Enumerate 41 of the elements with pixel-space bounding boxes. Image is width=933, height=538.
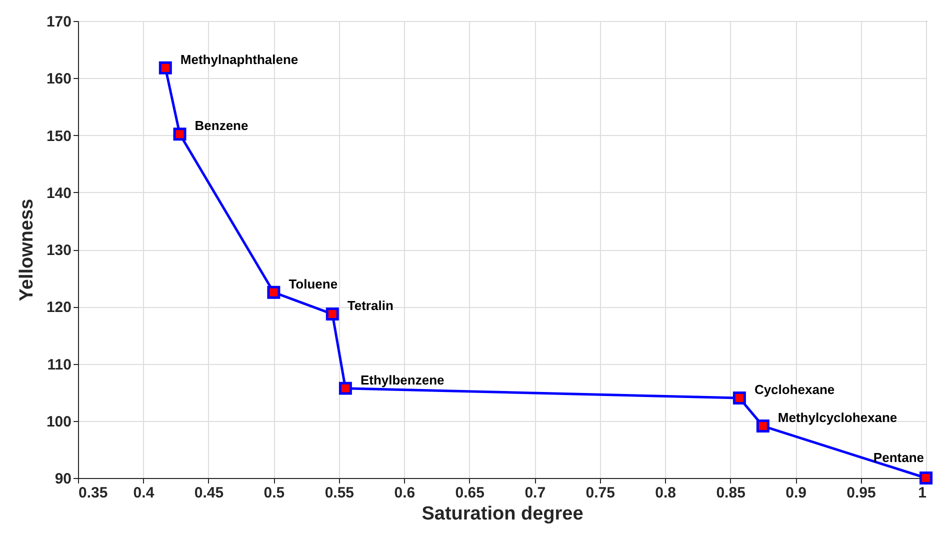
- annotation: Methylnaphthalene: [180, 52, 298, 67]
- x-tick-label: 0.75: [586, 484, 615, 502]
- y-axis-title: Yellowness: [16, 198, 38, 302]
- x-tick-label: 0.5: [264, 484, 285, 502]
- point: [920, 472, 932, 484]
- point: [326, 308, 339, 321]
- y-tick-label: 140: [46, 184, 72, 202]
- point: [732, 392, 746, 405]
- point: [267, 286, 280, 299]
- point: [158, 61, 172, 74]
- y-tick-label: 130: [46, 242, 72, 259]
- x-tick-label: 0.7: [524, 484, 546, 502]
- x-tick-label: 0.55: [324, 484, 354, 502]
- y-tick-label: 150: [46, 128, 72, 145]
- x-tick-label: 0.6: [394, 484, 416, 502]
- y-tick-label: 100: [46, 413, 72, 430]
- annotation: Cyclohexane: [754, 382, 835, 398]
- y-tick-label: 110: [47, 356, 72, 374]
- annotation: Toluene: [288, 276, 338, 292]
- annotation: Methylcyclohexane: [778, 410, 898, 426]
- y-tick-label: 170: [46, 14, 72, 30]
- x-tick-label: 0.65: [455, 484, 484, 502]
- y-tick-label: 160: [46, 70, 72, 88]
- y-tick-label: 120: [46, 299, 72, 316]
- annotation: Pentane: [873, 450, 924, 465]
- x-tick-label: 0.9: [786, 484, 806, 502]
- annotation: Benzene: [194, 118, 248, 134]
- y-tick-label: 90: [54, 470, 72, 488]
- x-tick-label: 0.8: [655, 484, 676, 502]
- x-tick-label: 0.4: [133, 484, 155, 502]
- point: [756, 420, 770, 433]
- x-axis-title: Saturation degree: [422, 504, 584, 524]
- x-tick-label: 0.95: [846, 484, 876, 502]
- annotation: Tetralin: [347, 298, 394, 314]
- annotation: Ethylbenzene: [360, 372, 444, 388]
- x-tick-label: 0.35: [78, 484, 108, 502]
- point: [338, 382, 352, 395]
- x-tick-label: 0.85: [716, 484, 746, 502]
- x-tick-label: 1: [918, 484, 926, 502]
- x-tick-label: 0.45: [194, 484, 224, 502]
- point: [173, 128, 186, 141]
